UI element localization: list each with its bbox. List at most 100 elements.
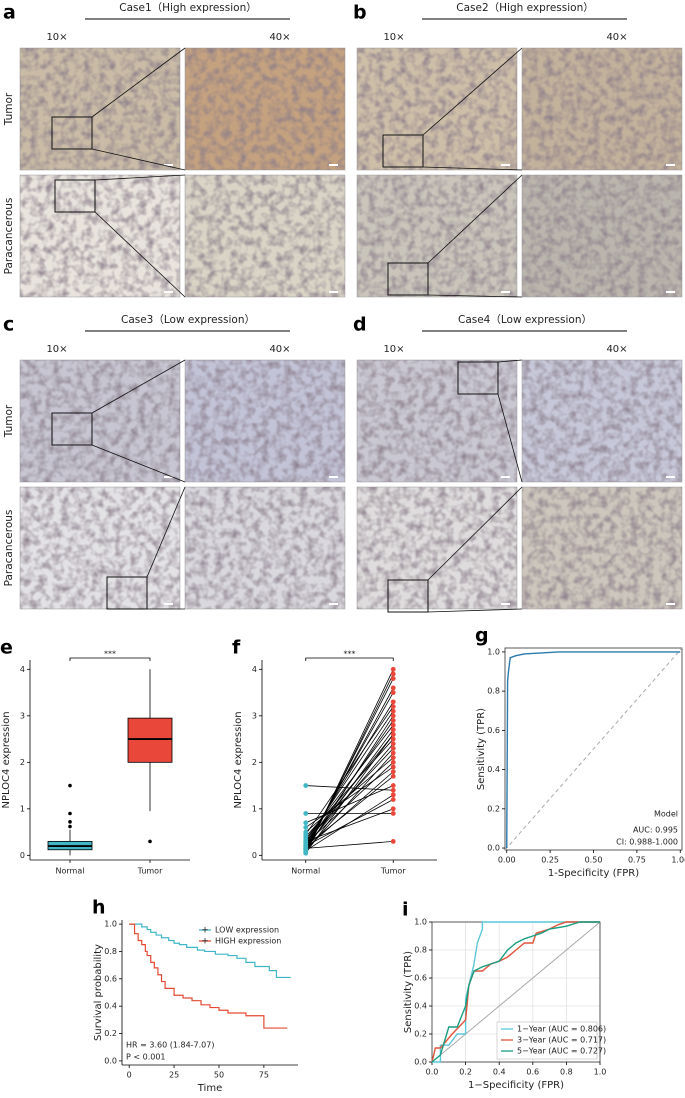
box <box>127 717 173 763</box>
panel-label: c <box>3 314 14 336</box>
point <box>303 845 309 851</box>
x-tick-label: 0.75 <box>628 856 646 865</box>
zoom-line <box>91 47 186 118</box>
zoom-line <box>427 294 523 298</box>
y-tick-label: 0.8 <box>487 687 500 696</box>
x-tick-label: 0.0 <box>426 1068 439 1077</box>
significance-bracket <box>69 657 151 661</box>
x-tick-label: 1.0 <box>594 1068 607 1077</box>
point <box>390 722 396 728</box>
micrograph-texture <box>357 360 517 482</box>
pair-line <box>305 785 394 824</box>
scale-bar <box>666 164 675 166</box>
y-tick-label: 1 <box>20 804 25 813</box>
point <box>390 713 396 719</box>
panel-label: e <box>0 637 13 659</box>
y-axis-title: NPLOC4 expression <box>1 711 12 808</box>
y-tick-label: 0.4 <box>414 1002 427 1011</box>
pair-line <box>305 762 394 845</box>
point <box>390 745 396 751</box>
outlier <box>68 811 72 816</box>
scale-bar <box>329 476 338 478</box>
x-tick-label: 25 <box>169 1071 179 1080</box>
zoom-line <box>422 47 523 136</box>
x-tick-label: 0.25 <box>541 856 559 865</box>
micrograph-texture <box>20 360 180 482</box>
point <box>303 850 309 856</box>
outlier <box>148 839 152 844</box>
zoom-line <box>91 148 186 171</box>
y-tick-label: 0.4 <box>487 765 500 774</box>
y-tick-label: 0.8 <box>414 946 427 955</box>
x-tick-label: 0.8 <box>560 1068 573 1077</box>
point <box>390 676 396 682</box>
scale-bar <box>164 476 173 478</box>
y-tick-label: 0.4 <box>104 1002 117 1011</box>
x-tick-label: 0.50 <box>585 856 603 865</box>
row-label: Tumor <box>3 92 15 126</box>
survival-curve <box>129 923 288 1029</box>
point <box>390 792 396 798</box>
pair-line <box>305 808 394 842</box>
pair-line <box>305 734 394 844</box>
zoom-line <box>422 166 523 171</box>
point <box>390 806 396 812</box>
row-label: Tumor <box>3 404 15 438</box>
legend-marker: + <box>201 926 209 936</box>
magnification: 10× <box>46 344 67 355</box>
y-tick-label: 0.6 <box>414 974 427 983</box>
significance-label: *** <box>344 650 356 659</box>
y-tick-label: 0 <box>252 851 257 860</box>
annotation: HR = 3.60 (1.84-7.07) <box>126 1041 214 1050</box>
scale-bar <box>501 603 510 605</box>
panel-label: f <box>232 637 241 659</box>
x-tick-label: 75 <box>259 1071 269 1080</box>
legend-marker: + <box>201 937 209 947</box>
significance-bracket <box>305 657 394 661</box>
roc-curve <box>432 921 600 1063</box>
point <box>390 741 396 747</box>
y-tick-label: 1.0 <box>487 647 500 656</box>
y-tick-label: 2 <box>20 758 25 767</box>
y-tick-label: 2 <box>252 758 257 767</box>
zoom-line <box>497 359 523 363</box>
micrograph-texture <box>20 487 180 609</box>
y-axis-title: Sensitivity (TPR) <box>403 951 414 1033</box>
zoom-inset <box>51 116 93 150</box>
magnification: 10× <box>383 344 404 355</box>
x-tick-label: Normal <box>291 867 320 876</box>
zoom-line <box>94 174 186 181</box>
x-tick-label: Tumor <box>137 867 163 876</box>
micrograph-texture <box>357 487 517 609</box>
panel-label: a <box>3 2 16 24</box>
point <box>303 820 309 826</box>
point <box>390 699 396 705</box>
micrograph-texture <box>522 360 682 482</box>
x-axis-title: Time <box>197 1083 222 1094</box>
micrograph-texture <box>20 48 180 170</box>
roc-curve <box>431 921 600 1063</box>
significance-label: *** <box>104 650 116 659</box>
case-title: Case3（Low expression） <box>121 314 255 326</box>
point <box>390 755 396 761</box>
annotation: AUC: 0.995 <box>633 826 678 835</box>
pair-line <box>305 785 394 791</box>
legend-label: LOW expression <box>215 926 279 935</box>
x-tick-label: 0 <box>127 1071 132 1080</box>
zoom-line <box>91 359 186 414</box>
roc-curve <box>506 651 681 849</box>
scale-bar <box>329 164 338 166</box>
outlier <box>68 820 72 824</box>
legend-box <box>496 1021 598 1060</box>
y-tick-label: 0.0 <box>104 1056 117 1065</box>
zoom-inset <box>387 579 429 613</box>
zoom-inset <box>54 179 96 213</box>
pair-line <box>305 775 394 847</box>
panel-label: g <box>475 625 489 647</box>
scale-bar <box>164 603 173 605</box>
scale-bar <box>164 291 173 293</box>
annotation: P < 0.001 <box>126 1053 166 1062</box>
point <box>390 797 396 802</box>
y-axis-title: NPLOC4 expression <box>233 711 244 808</box>
legend-label: HIGH expression <box>215 937 281 946</box>
